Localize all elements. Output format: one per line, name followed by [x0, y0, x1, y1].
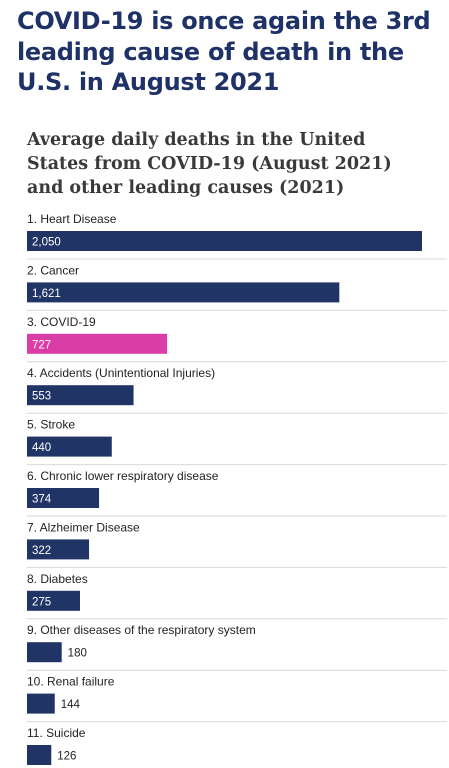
category-label: 9. Other diseases of the respiratory sys… [27, 623, 256, 637]
value-label: 2,050 [32, 237, 61, 249]
value-label: 440 [32, 442, 51, 454]
value-label: 374 [32, 494, 52, 506]
category-label: 4. Accidents (Unintentional Injuries) [27, 366, 215, 380]
category-label: 8. Diabetes [27, 572, 88, 586]
value-label: 126 [57, 751, 76, 763]
value-label: 1,621 [32, 288, 61, 300]
value-label: 275 [32, 596, 51, 608]
value-label: 144 [61, 699, 81, 711]
category-label: 2. Cancer [27, 263, 79, 277]
chart-title: Average daily deaths in the United State… [27, 130, 392, 198]
bar [27, 642, 62, 663]
category-label: 5. Stroke [27, 418, 75, 432]
value-label: 180 [68, 648, 87, 660]
bar [27, 282, 340, 303]
category-label: 7. Alzheimer Disease [27, 520, 140, 534]
bar-highlight [27, 333, 168, 354]
headline: COVID-19 is once again the 3rd leading c… [17, 7, 431, 96]
bar [27, 590, 80, 611]
value-label: 322 [32, 545, 51, 557]
value-label: 553 [32, 391, 51, 403]
bar [27, 745, 52, 765]
category-label: 1. Heart Disease [27, 212, 117, 226]
category-label: 11. Suicide [27, 726, 86, 740]
category-label: 10. Renal failure [27, 675, 115, 689]
value-label: 727 [32, 339, 51, 351]
bar [27, 231, 422, 251]
bar [27, 693, 55, 714]
bar [27, 539, 90, 560]
category-label: 3. COVID-19 [27, 315, 96, 329]
category-label: 6. Chronic lower respiratory disease [27, 469, 219, 483]
bar [27, 488, 100, 508]
bar [27, 385, 134, 406]
bar [27, 436, 112, 457]
